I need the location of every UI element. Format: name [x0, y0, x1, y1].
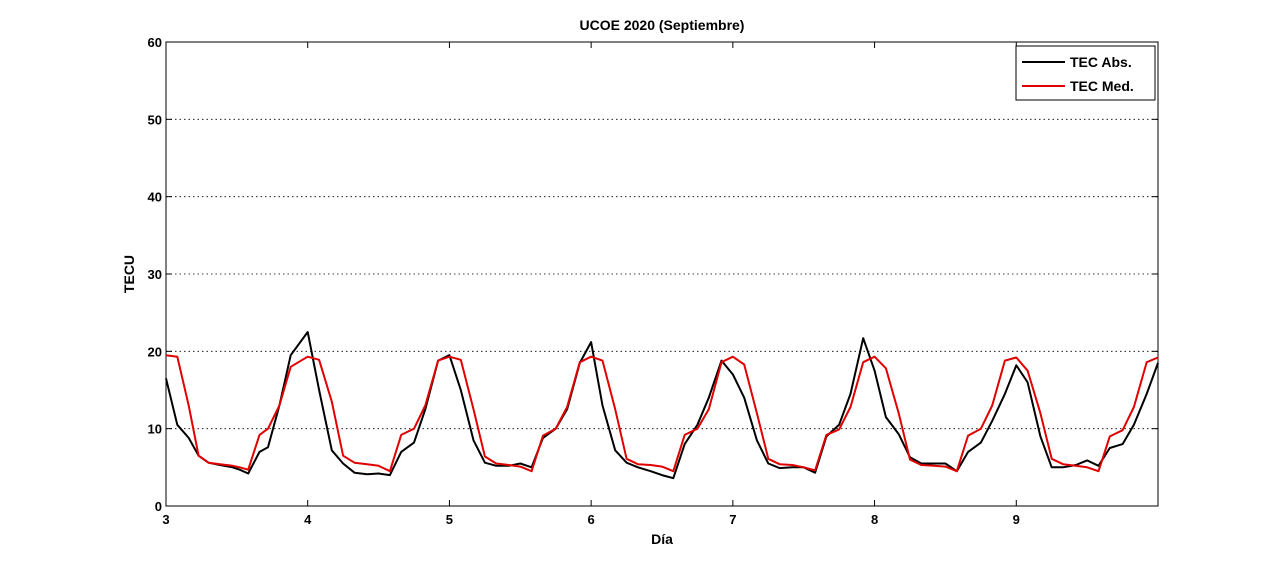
x-tick-label: 6	[588, 512, 595, 527]
legend-label-tec-med: TEC Med.	[1070, 78, 1134, 94]
legend: TEC Abs. TEC Med.	[1015, 45, 1156, 101]
y-tick-label: 50	[148, 112, 162, 127]
x-tick-label: 3	[162, 512, 169, 527]
x-tick-label: 9	[1013, 512, 1020, 527]
y-axis-label: TECU	[121, 255, 137, 293]
y-tick-label: 10	[148, 422, 162, 437]
grid-lines	[166, 118, 1158, 430]
x-tick-label: 8	[871, 512, 878, 527]
x-axis-label: Día	[651, 531, 673, 547]
chart-title: UCOE 2020 (Septiembre)	[580, 17, 745, 33]
y-tick-label: 40	[148, 190, 162, 205]
y-tick-label: 0	[155, 499, 162, 514]
series-lines	[165, 331, 1159, 480]
series-line-tec-med	[165, 354, 1159, 473]
legend-label-tec-abs: TEC Abs.	[1070, 54, 1132, 70]
y-tick-label: 30	[148, 267, 162, 282]
legend-box	[1015, 45, 1156, 101]
y-tick-label: 60	[148, 35, 162, 50]
x-tick-label: 4	[304, 512, 312, 527]
x-tick-label: 7	[729, 512, 736, 527]
series-line-tec-abs	[165, 331, 1159, 480]
x-tick-label: 5	[446, 512, 453, 527]
y-tick-label: 20	[148, 344, 162, 359]
axis-ticks: 0 10 20 30 40 50 60 3 4 5 6 7 8 9	[148, 35, 1158, 527]
